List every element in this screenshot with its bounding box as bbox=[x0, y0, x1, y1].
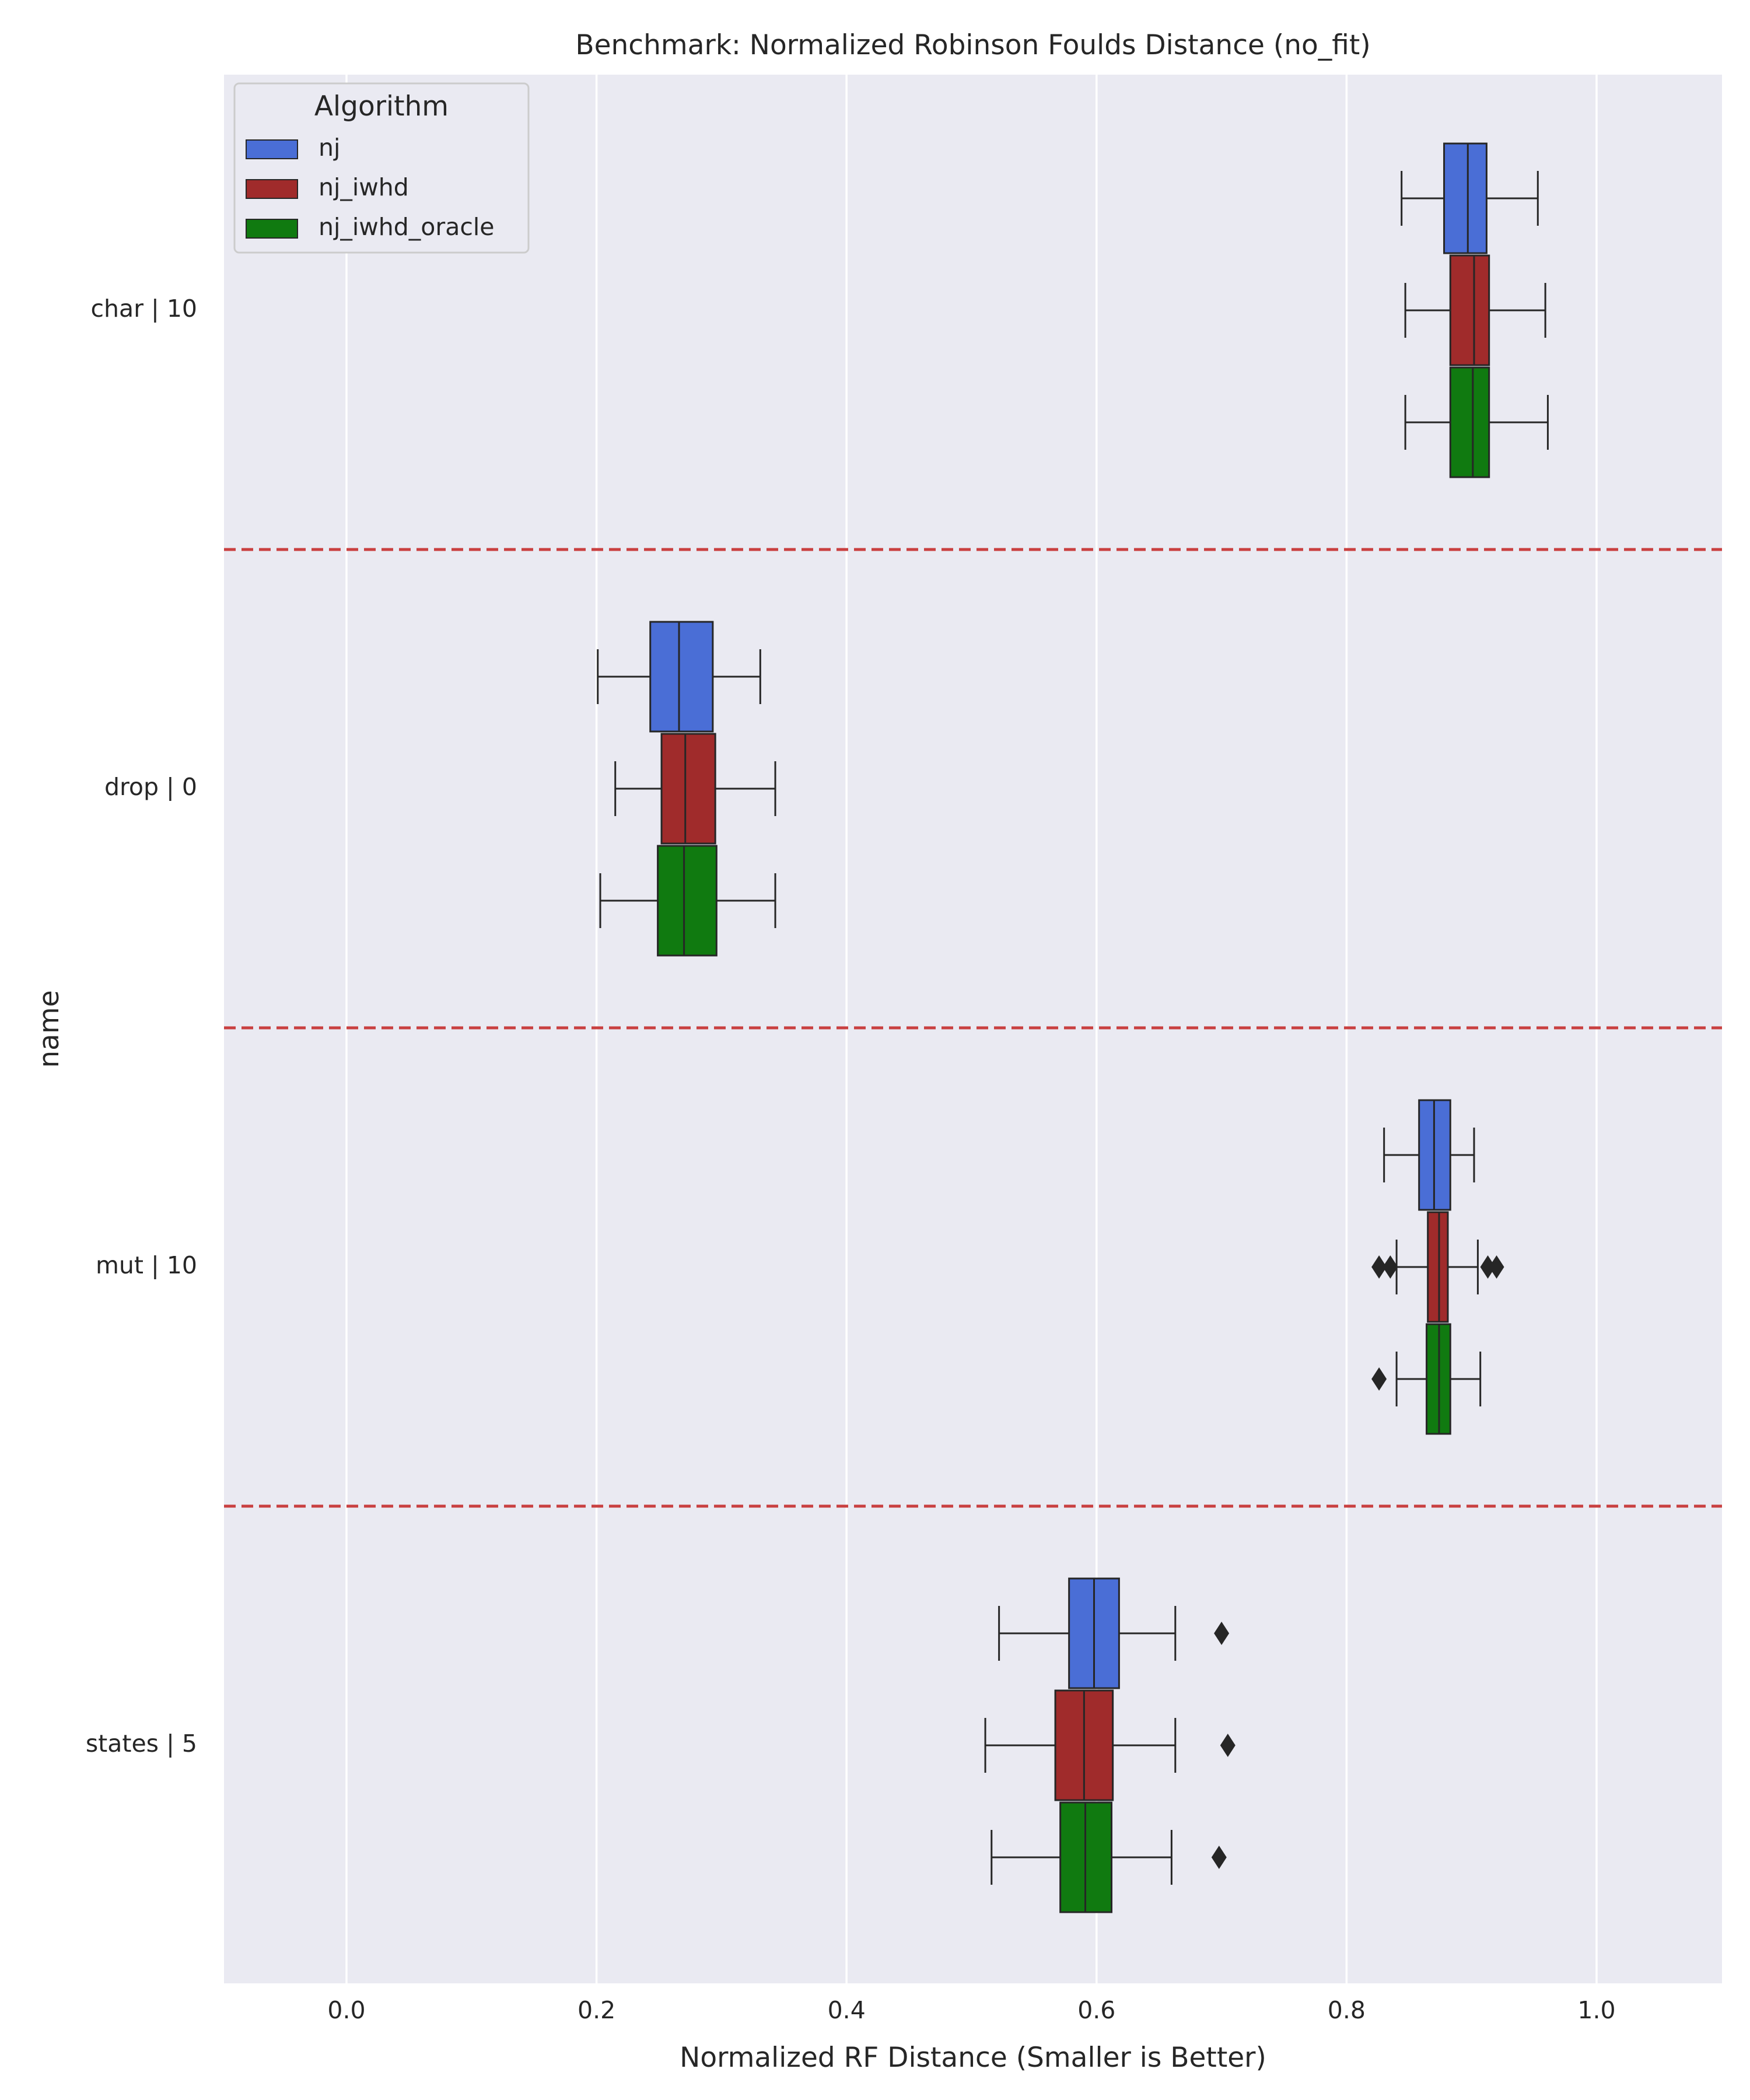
box-nj_iwhd-1 bbox=[614, 733, 776, 845]
box-nj_iwhd_oracle-1 bbox=[599, 845, 776, 957]
box-nj_iwhd_oracle-2 bbox=[1371, 1323, 1482, 1435]
x-tick-label: 0.2 bbox=[578, 1996, 615, 2024]
x-tick-label: 0.4 bbox=[828, 1996, 866, 2024]
box-nj-3 bbox=[998, 1577, 1230, 1689]
category-separators bbox=[224, 548, 1722, 1508]
legend-swatch bbox=[246, 219, 298, 239]
outlier-marker bbox=[1211, 1846, 1227, 1869]
box-nj-1 bbox=[597, 621, 761, 733]
outlier-marker bbox=[1480, 1255, 1496, 1279]
legend-label: nj_iwhd_oracle bbox=[318, 213, 495, 241]
legend-frame bbox=[233, 82, 530, 254]
outlier-marker bbox=[1371, 1255, 1387, 1279]
outlier-marker bbox=[1371, 1367, 1387, 1391]
chart-title: Benchmark: Normalized Robinson Foulds Di… bbox=[575, 29, 1370, 61]
legend: Algorithm nj nj_iwhd nj_iwhd_oracle bbox=[233, 82, 530, 254]
legend-swatch bbox=[246, 139, 298, 159]
y-tick-label: states | 5 bbox=[86, 1730, 197, 1758]
box-nj_iwhd-0 bbox=[1404, 254, 1546, 366]
legend-label: nj bbox=[318, 134, 340, 162]
box-nj_iwhd-2 bbox=[1371, 1211, 1504, 1323]
x-tick-label: 0.8 bbox=[1328, 1996, 1366, 2024]
legend-swatch bbox=[246, 179, 298, 199]
iqr-box bbox=[1449, 254, 1490, 366]
outlier-marker bbox=[1382, 1255, 1398, 1279]
y-tick-label: char | 10 bbox=[90, 295, 197, 323]
x-axis-label: Normalized RF Distance (Smaller is Bette… bbox=[680, 2042, 1266, 2074]
x-tick-labels: 0.0 0.2 0.4 0.6 0.8 1.0 bbox=[327, 1996, 1615, 2024]
box-nj-0 bbox=[1401, 142, 1539, 254]
legend-label: nj_iwhd bbox=[318, 173, 409, 201]
x-tick-label: 1.0 bbox=[1577, 1996, 1615, 2024]
iqr-box bbox=[660, 733, 716, 845]
box-nj-2 bbox=[1383, 1099, 1475, 1211]
y-tick-labels: char | 10 drop | 0 mut | 10 states | 5 bbox=[86, 295, 197, 1758]
y-tick-label: drop | 0 bbox=[104, 773, 197, 801]
series-nj_iwhd bbox=[614, 254, 1546, 1801]
iqr-box bbox=[1449, 366, 1490, 478]
box-nj_iwhd_oracle-0 bbox=[1404, 366, 1549, 478]
iqr-box bbox=[657, 845, 718, 957]
y-tick-label: mut | 10 bbox=[96, 1251, 197, 1279]
series-nj bbox=[597, 142, 1539, 1689]
iqr-box bbox=[649, 621, 714, 733]
box-nj_iwhd-3 bbox=[984, 1689, 1236, 1801]
outlier-marker bbox=[1220, 1734, 1236, 1757]
legend-title: Algorithm bbox=[314, 90, 449, 123]
x-tick-label: 0.6 bbox=[1077, 1996, 1115, 2024]
series-nj_iwhd_oracle bbox=[599, 366, 1549, 1913]
box-series bbox=[597, 142, 1549, 1913]
iqr-box bbox=[1443, 142, 1488, 254]
plot-background bbox=[224, 75, 1722, 1983]
box-nj_iwhd_oracle-3 bbox=[991, 1801, 1227, 1913]
outlier-marker bbox=[1214, 1622, 1230, 1645]
outlier-marker bbox=[1489, 1255, 1504, 1279]
iqr-box bbox=[1427, 1211, 1449, 1323]
y-axis-label: name bbox=[33, 990, 65, 1068]
x-tick-label: 0.0 bbox=[327, 1996, 365, 2024]
